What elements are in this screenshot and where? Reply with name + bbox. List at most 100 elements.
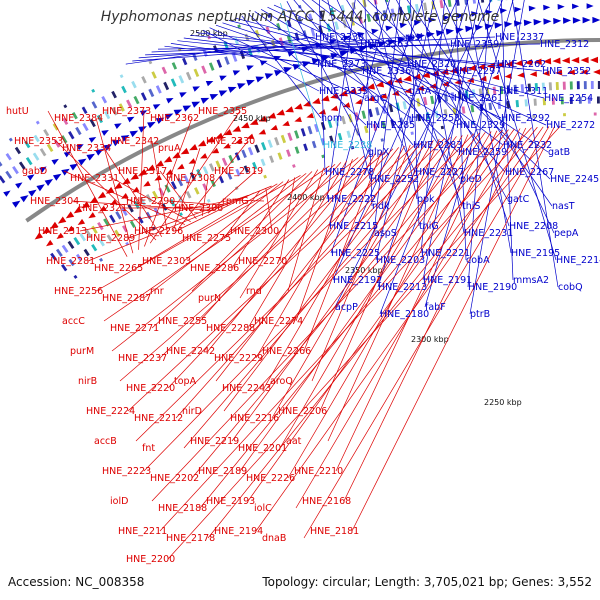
gene-arrow-reverse — [113, 182, 123, 190]
label-connector — [172, 147, 201, 231]
feature-band — [560, 97, 564, 105]
label-connector — [335, 130, 498, 472]
gene-arrow-reverse — [580, 56, 589, 64]
feature-band — [269, 155, 275, 163]
feature-band — [85, 229, 92, 238]
label-connector — [295, 158, 353, 322]
feature-band — [202, 166, 209, 175]
gene-label: HNE_2287 — [102, 293, 151, 304]
feature-band — [140, 92, 147, 101]
label-connector — [222, 22, 455, 99]
tick-label: 2350 kbp — [345, 266, 383, 275]
label-connector — [247, 160, 348, 329]
feature-band — [114, 229, 121, 238]
gene-arrow-forward — [218, 90, 228, 97]
feature-band — [192, 53, 198, 61]
feature-band — [91, 101, 98, 109]
gene-label: HNE_2281 — [46, 256, 95, 267]
gene-arrow-reverse — [533, 58, 542, 65]
gene-arrow-reverse — [571, 57, 580, 64]
feature-band — [121, 85, 127, 94]
gene-arrow-forward — [426, 31, 435, 38]
feature-band — [478, 88, 483, 97]
label-connector — [199, 162, 342, 322]
feature-band — [106, 234, 113, 242]
gene-arrow-forward — [209, 94, 219, 101]
gene-label: HNE_2330 — [206, 136, 255, 147]
feature-band — [350, 145, 355, 150]
feature-band — [133, 95, 140, 105]
gene-arrow-forward — [264, 73, 274, 80]
gene-arrow-reverse — [77, 218, 86, 225]
label-connector — [95, 117, 134, 254]
feature-band — [303, 143, 309, 152]
gene-arrow-reverse — [357, 85, 366, 92]
gene-label: HNE_2290 — [126, 196, 175, 207]
gene-arrow-reverse — [567, 69, 575, 76]
gene-label: gatA — [409, 86, 432, 97]
label-connector — [235, 17, 545, 99]
label-connector — [327, 0, 371, 180]
label-connector — [223, 141, 428, 412]
feature-band — [398, 6, 404, 16]
label-connector — [209, 27, 365, 99]
feature-band — [139, 197, 146, 206]
label-connector — [293, 0, 414, 146]
gene-arrow-reverse — [514, 59, 524, 67]
label-connector — [159, 170, 197, 220]
feature-band — [361, 110, 367, 119]
gene-arrow-forward — [592, 16, 600, 24]
gene-arrow-forward — [129, 130, 139, 138]
feature-band — [221, 157, 228, 167]
feature-band — [55, 248, 63, 257]
gene-label: accC — [62, 316, 85, 327]
gene-label: HNE_2242 — [166, 346, 215, 357]
gene-arrow-reverse — [81, 201, 91, 209]
gene-arrow-forward — [572, 3, 580, 10]
feature-band — [362, 0, 367, 8]
accession-text: Accession: NC_008358 — [8, 575, 144, 589]
gene-arrow-forward — [179, 92, 187, 98]
feature-band — [443, 109, 448, 117]
feature-band — [171, 62, 178, 70]
gene-arrow-forward — [39, 166, 47, 173]
gene-label: aspS — [374, 228, 397, 239]
feature-band — [578, 96, 582, 104]
feature-band — [562, 81, 566, 90]
label-connector — [143, 133, 475, 472]
feature-band — [310, 27, 316, 37]
label-connector — [379, 0, 503, 315]
label-connector — [151, 140, 168, 234]
label-connector — [301, 0, 459, 153]
gene-arrow-reverse — [391, 90, 400, 96]
gene-arrow-forward — [274, 70, 283, 77]
gene-label: HNE_2252 — [370, 174, 419, 185]
gene-arrow-forward — [474, 24, 484, 31]
gene-label: thiG — [419, 221, 439, 232]
feature-band — [61, 244, 69, 253]
gene-arrow-reverse — [468, 64, 477, 72]
feature-band — [61, 264, 68, 272]
feature-band — [215, 160, 222, 169]
gene-label: HNE_2227 — [415, 167, 464, 178]
feature-band — [244, 33, 250, 42]
gene-label: HNE_2253 — [411, 113, 460, 124]
gene-arrow-reverse — [555, 69, 563, 76]
gene-arrow-reverse — [276, 109, 285, 116]
feature-band — [152, 190, 159, 200]
gene-label: HNE_2178 — [166, 533, 215, 544]
gene-arrow-reverse — [122, 177, 131, 185]
gene-arrow-reverse — [403, 75, 412, 82]
feature-band — [68, 131, 75, 140]
gene-arrow-forward — [101, 130, 109, 136]
gene-label: HNE_2223 — [102, 466, 151, 477]
feature-band — [153, 207, 160, 215]
gene-arrow-forward — [343, 35, 351, 41]
feature-band — [260, 158, 266, 167]
label-connector — [319, 139, 440, 412]
feature-band — [406, 5, 412, 14]
gene-label: topA — [174, 376, 197, 387]
gene-arrow-reverse — [73, 206, 83, 214]
feature-band — [39, 148, 47, 157]
feature-band — [297, 16, 303, 24]
